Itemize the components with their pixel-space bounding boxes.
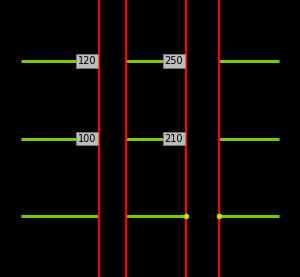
Text: 210: 210 bbox=[164, 134, 183, 143]
Text: 250: 250 bbox=[164, 56, 183, 66]
Text: 120: 120 bbox=[77, 56, 96, 66]
Text: 100: 100 bbox=[78, 134, 96, 143]
